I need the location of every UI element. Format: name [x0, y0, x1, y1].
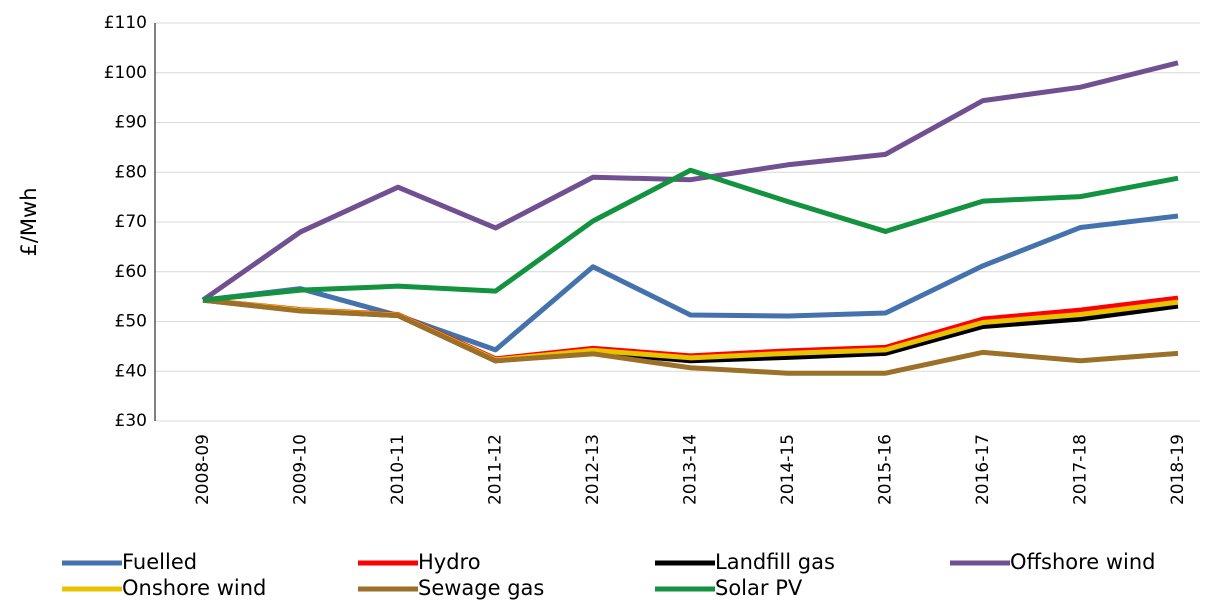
y-axis-label: £/Mwh: [17, 187, 41, 256]
legend-text: Onshore wind: [122, 576, 266, 600]
y-tick-label: £100: [104, 63, 147, 83]
legend-text: Landfill gas: [715, 550, 835, 574]
legend-text: Fuelled: [122, 550, 197, 574]
y-tick-label: £50: [115, 312, 147, 332]
series-line: [202, 297, 1179, 376]
y-tick-label: £40: [115, 361, 147, 381]
series-line: [202, 297, 1179, 364]
x-tick-label: 2012-13: [583, 434, 603, 505]
series-line: [202, 295, 1179, 362]
x-tick-label: 2011-12: [486, 434, 506, 505]
series-line: [202, 297, 1179, 363]
x-tick-label: 2009-10: [291, 434, 311, 505]
y-tick-label: £90: [115, 113, 147, 133]
series-line: [202, 167, 1179, 303]
legend-text: Solar PV: [715, 576, 803, 600]
x-tick-label: 2013-14: [681, 434, 701, 505]
y-tick-label: £110: [104, 13, 147, 33]
x-tick-label: 2010-11: [388, 434, 408, 505]
x-tick-label: 2014-15: [778, 434, 798, 505]
x-tick-label: 2008-09: [193, 434, 213, 505]
y-tick-label: £30: [115, 411, 147, 431]
series-line: [201, 60, 1179, 303]
x-tick-label: 2015-16: [876, 434, 896, 505]
x-tick-label: 2017-18: [1071, 434, 1091, 505]
legend-text: Sewage gas: [418, 576, 544, 600]
y-tick-label: £80: [115, 162, 147, 182]
legend-text: Offshore wind: [1010, 550, 1156, 574]
y-tick-label: £60: [115, 262, 147, 282]
x-tick-label: 2016-17: [973, 434, 993, 505]
y-tick-label: £70: [115, 212, 147, 232]
x-tick-label: 2018-19: [1168, 434, 1188, 505]
legend-text: Hydro: [418, 550, 481, 574]
series-line: [202, 213, 1179, 353]
